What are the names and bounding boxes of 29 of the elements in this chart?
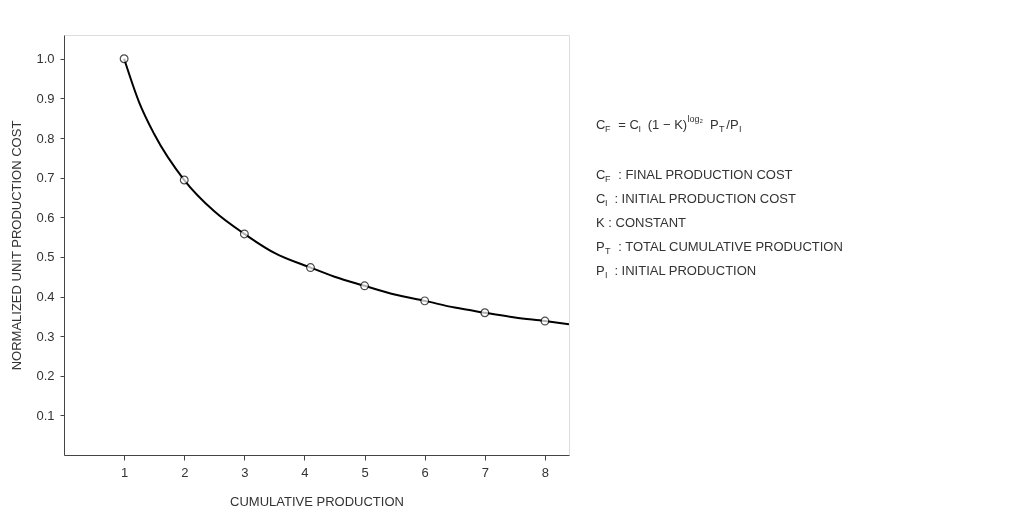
y-tick-label: 0.4 <box>36 289 55 305</box>
x-tick-label: 5 <box>361 464 369 480</box>
point <box>239 229 249 239</box>
x-tick-label: 8 <box>541 464 550 480</box>
y-tick-label: 0.8 <box>36 130 55 146</box>
x-axis-title: CUMULATIVE PRODUCTION <box>230 493 404 509</box>
point <box>119 54 129 64</box>
y-tick-label: 0.7 <box>36 170 55 186</box>
x-tick-label: 6 <box>421 464 429 480</box>
point <box>306 263 315 273</box>
y-axis-title: NORMALIZED UNIT PRODUCTION COST <box>9 120 25 371</box>
x-tick-label: 7 <box>481 464 489 480</box>
point <box>540 316 550 326</box>
y-tick-label: 0.3 <box>36 328 55 344</box>
x-tick-label: 1 <box>121 464 129 480</box>
x-tick-label: 2 <box>181 464 189 480</box>
text: K : CONSTANT <box>596 215 687 230</box>
point <box>179 175 189 185</box>
y-tick-label: 0.2 <box>36 368 55 384</box>
y-tick-label: 0.6 <box>36 209 55 225</box>
y-tick-label: 1.0 <box>36 51 55 67</box>
point <box>420 296 430 306</box>
y-tick-label: 0.1 <box>36 407 55 423</box>
x-tick-label: 4 <box>301 464 309 480</box>
y-tick-label: 0.5 <box>36 249 55 265</box>
x-tick-label: 3 <box>241 464 249 480</box>
y-tick-label: 0.9 <box>36 90 55 106</box>
point <box>480 308 490 318</box>
point <box>360 281 370 291</box>
